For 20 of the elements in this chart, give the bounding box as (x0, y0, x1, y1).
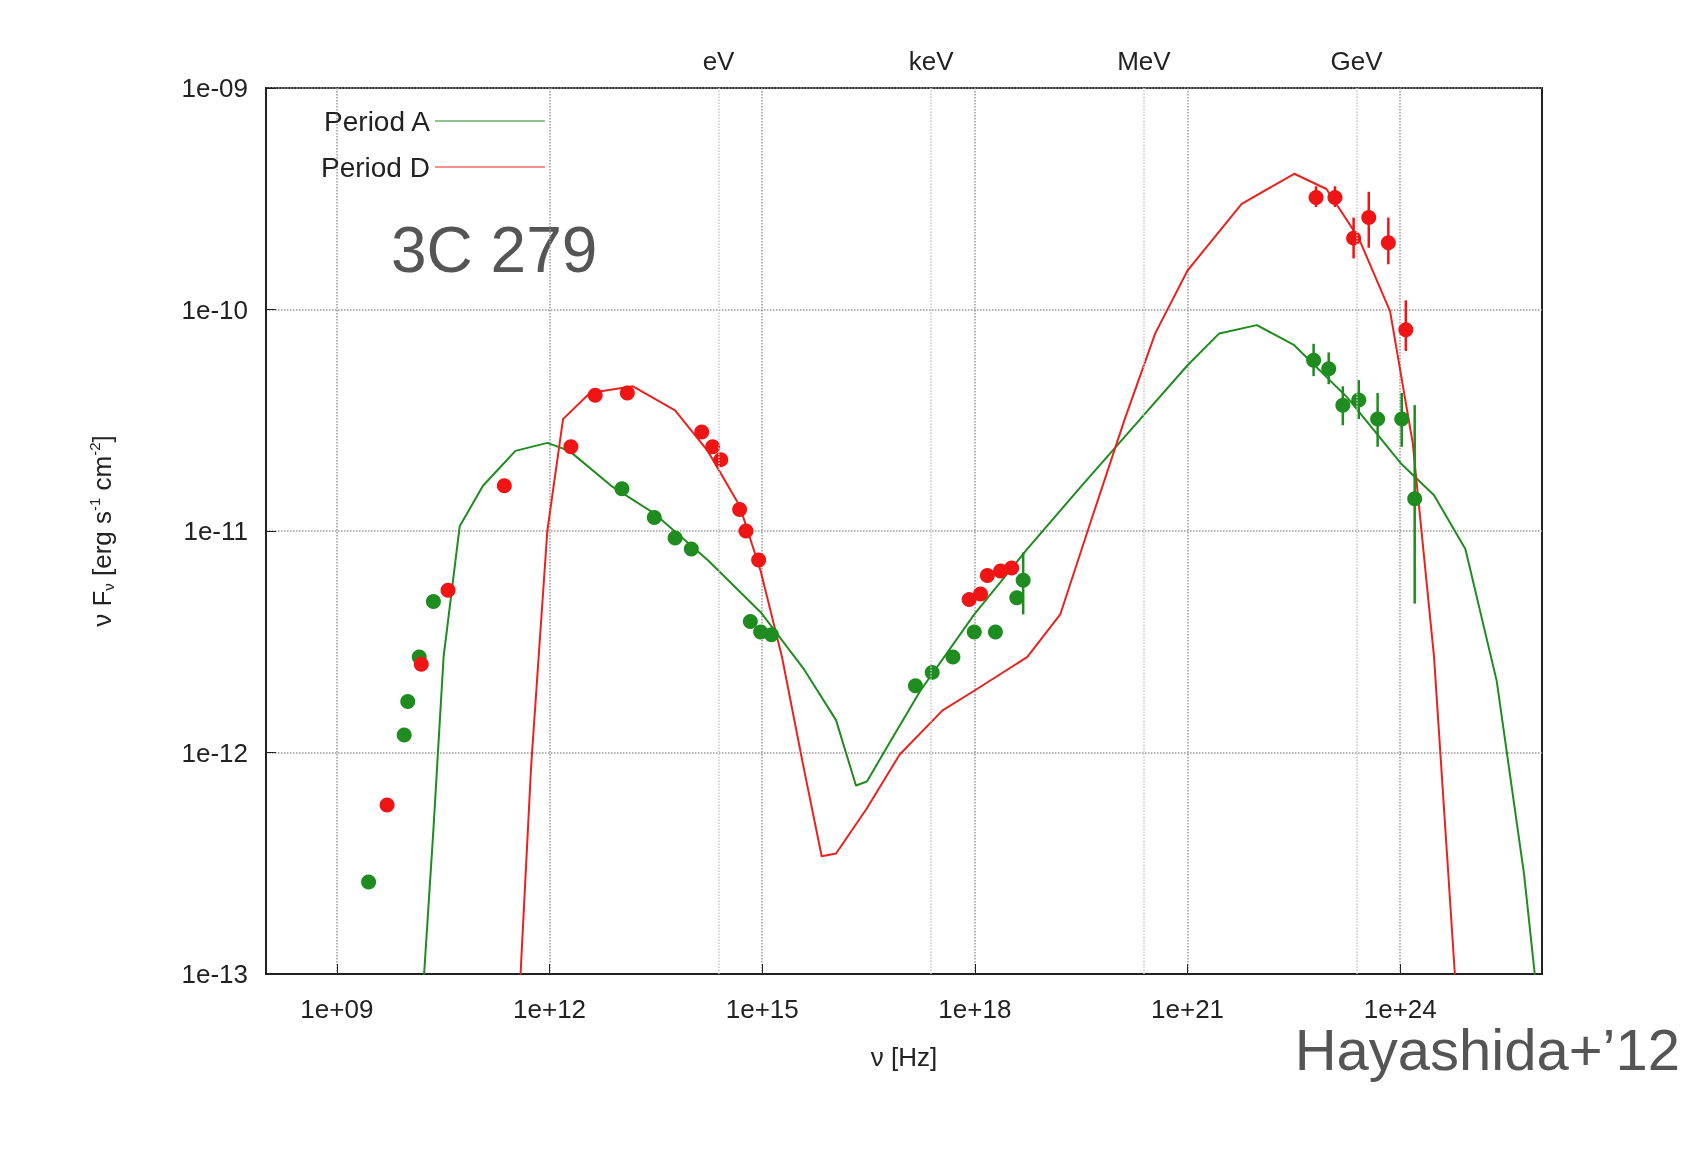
legend-label: Period D (321, 151, 430, 183)
y-tick-label: 1e-09 (181, 73, 248, 103)
y-tick-label: 1e-13 (181, 959, 248, 989)
ref-line-label: keV (908, 46, 955, 76)
y-tick-label: 1e-12 (181, 737, 248, 768)
x-tick-label: 1e+21 (1151, 994, 1225, 1024)
x-tick-label: 1e+18 (938, 994, 1012, 1024)
x-axis-title: ν [Hz] (870, 1042, 938, 1072)
x-tick-label: 1e+15 (725, 994, 799, 1024)
x-tick-label: 1e+24 (1363, 994, 1437, 1024)
legend-label: Period A (324, 105, 431, 137)
ref-line-label: eV (702, 46, 736, 76)
ref-line-label: MeV (1117, 46, 1172, 76)
y-tick-label: 1e-10 (181, 294, 248, 325)
y-tick-label: 1e-11 (183, 516, 248, 546)
y-axis-title: ν Fν [erg s-1 cm-2] (86, 435, 117, 627)
x-tick-label: 1e+12 (513, 994, 587, 1024)
x-tick-label: 1e+09 (300, 994, 374, 1024)
annotation: 3C 279 (391, 214, 598, 286)
ref-line-label: GeV (1330, 46, 1384, 76)
